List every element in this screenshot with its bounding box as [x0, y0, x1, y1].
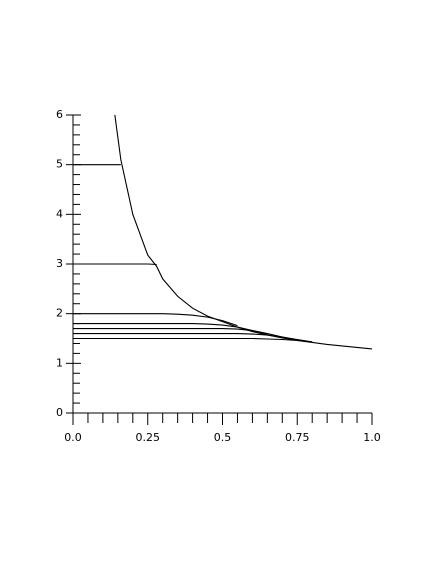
curve: [73, 328, 298, 341]
curve: [73, 263, 157, 266]
y-tick-label: 4: [56, 207, 63, 220]
x-tick-label: 0.25: [136, 431, 161, 444]
curve: [73, 323, 268, 335]
curve: [73, 313, 238, 327]
y-tick-label: 2: [56, 307, 63, 320]
curve: [73, 332, 313, 343]
x-tick-label: 0.0: [64, 431, 82, 444]
curve: [73, 337, 313, 343]
y-tick-label: 5: [56, 158, 63, 171]
curve: [114, 114, 373, 350]
y-tick-label: 3: [56, 257, 63, 270]
y-tick-label: 0: [56, 406, 63, 419]
x-tick-label: 1.0: [363, 431, 381, 444]
y-tick-label: 1: [56, 356, 63, 369]
y-tick-label: 6: [56, 108, 63, 121]
x-tick-label: 0.5: [214, 431, 232, 444]
x-tick-label: 0.75: [285, 431, 310, 444]
